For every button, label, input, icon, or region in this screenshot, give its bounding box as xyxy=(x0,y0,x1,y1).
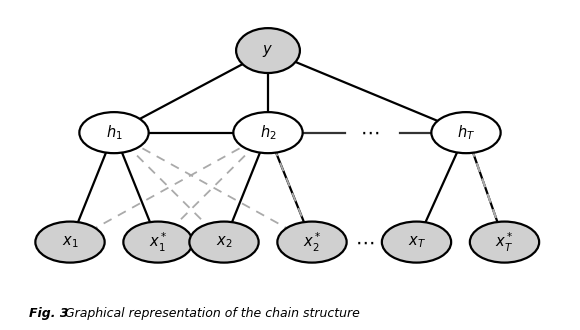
Text: $x_T$: $x_T$ xyxy=(408,234,426,250)
Text: $h_2$: $h_2$ xyxy=(260,123,276,142)
Ellipse shape xyxy=(189,221,259,263)
Text: $x_1^*$: $x_1^*$ xyxy=(148,230,167,254)
Text: $x_T^*$: $x_T^*$ xyxy=(495,230,514,254)
Text: $\cdots$: $\cdots$ xyxy=(354,233,374,251)
Ellipse shape xyxy=(382,221,451,263)
Text: $y$: $y$ xyxy=(262,43,274,58)
Ellipse shape xyxy=(79,112,148,153)
Ellipse shape xyxy=(35,221,104,263)
Text: Fig. 3: Fig. 3 xyxy=(29,307,68,320)
Ellipse shape xyxy=(470,221,539,263)
Ellipse shape xyxy=(233,112,303,153)
Text: $\cdots$: $\cdots$ xyxy=(360,123,379,142)
Text: Graphical representation of the chain structure: Graphical representation of the chain st… xyxy=(61,307,360,320)
Ellipse shape xyxy=(236,28,300,73)
Text: $x_2^*$: $x_2^*$ xyxy=(303,230,321,254)
Text: $x_1$: $x_1$ xyxy=(61,234,78,250)
Text: $x_2$: $x_2$ xyxy=(216,234,232,250)
Ellipse shape xyxy=(432,112,501,153)
Ellipse shape xyxy=(277,221,347,263)
Ellipse shape xyxy=(124,221,193,263)
Text: $h_T$: $h_T$ xyxy=(457,123,475,142)
Text: $h_1$: $h_1$ xyxy=(106,123,122,142)
